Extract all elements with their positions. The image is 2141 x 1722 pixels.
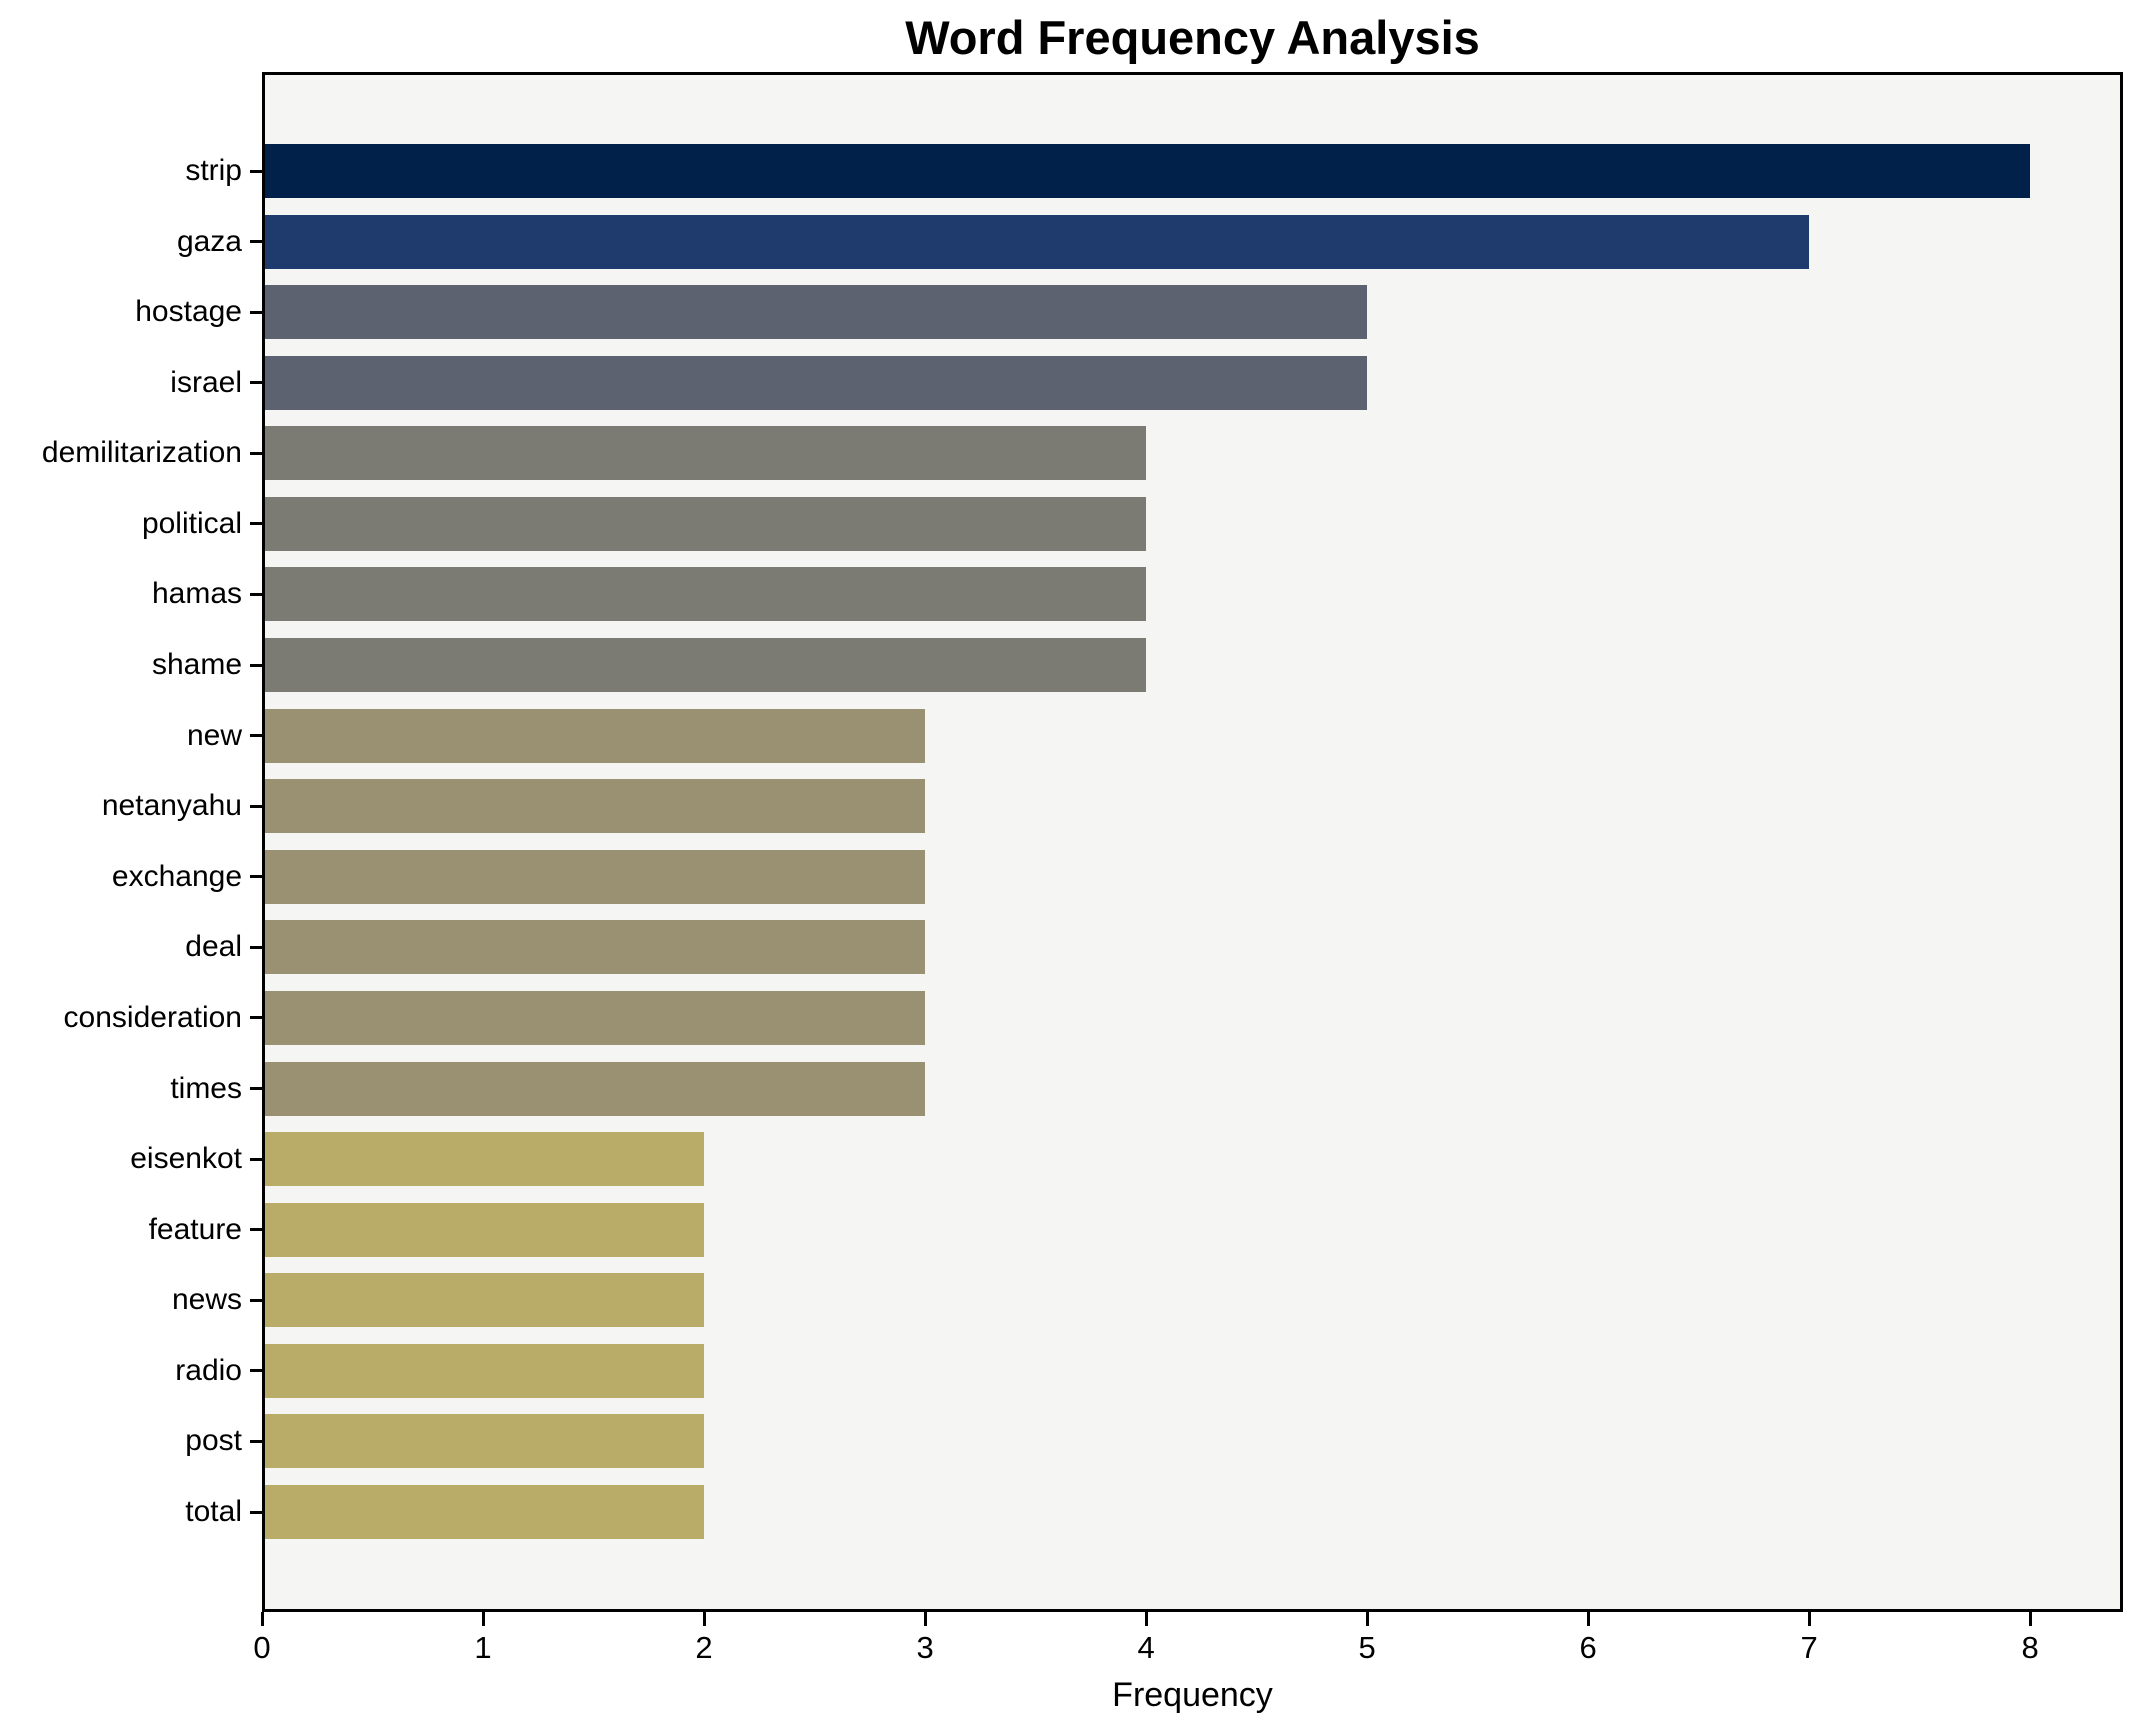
y-tick-label-new: new [186, 718, 242, 752]
bar-demilitarization [265, 426, 1147, 481]
y-tick-label-hostage: hostage [135, 295, 242, 329]
x-tick-label-1: 1 [474, 1630, 492, 1665]
y-tick-label-exchange: exchange [111, 859, 242, 893]
y-tick-label-post: post [185, 1424, 242, 1458]
x-tick-label-8: 8 [2021, 1630, 2039, 1665]
y-tick-mark [250, 1087, 262, 1091]
x-tick-label-5: 5 [1358, 1630, 1376, 1665]
y-tick-mark [250, 804, 262, 808]
x-tick-label-4: 4 [1137, 1630, 1155, 1665]
x-axis-label: Frequency [1112, 1676, 1273, 1714]
bar-gaza [265, 214, 1810, 269]
x-tick-mark [1586, 1612, 1590, 1626]
bar-exchange [265, 849, 926, 904]
bar-new [265, 708, 926, 763]
y-tick-label-deal: deal [185, 930, 242, 964]
bar-political [265, 496, 1147, 551]
x-tick-mark [260, 1612, 264, 1626]
y-tick-mark [250, 734, 262, 738]
x-tick-label-7: 7 [1800, 1630, 1818, 1665]
bar-consideration [265, 990, 926, 1045]
bar-feature [265, 1202, 705, 1257]
y-tick-mark [250, 1439, 262, 1443]
bar-post [265, 1414, 705, 1469]
y-tick-mark [250, 1298, 262, 1302]
y-tick-label-shame: shame [151, 648, 242, 682]
y-tick-label-radio: radio [175, 1353, 242, 1387]
y-tick-label-gaza: gaza [176, 224, 242, 258]
x-tick-label-0: 0 [253, 1630, 271, 1665]
y-tick-mark [250, 522, 262, 526]
y-tick-label-news: news [171, 1283, 242, 1317]
y-tick-mark [250, 1510, 262, 1514]
y-tick-label-hamas: hamas [151, 577, 242, 611]
x-tick-mark [1365, 1612, 1369, 1626]
y-tick-label-netanyahu: netanyahu [101, 789, 242, 823]
y-tick-mark [250, 945, 262, 949]
bar-total [265, 1485, 705, 1539]
x-tick-mark [1807, 1612, 1811, 1626]
x-tick-mark [1144, 1612, 1148, 1626]
y-tick-label-israel: israel [170, 365, 242, 399]
x-tick-mark [2028, 1612, 2032, 1626]
y-tick-label-feature: feature [148, 1212, 242, 1246]
y-tick-mark [250, 381, 262, 385]
bar-hostage [265, 285, 1368, 340]
y-tick-label-demilitarization: demilitarization [41, 436, 242, 470]
y-tick-mark [250, 592, 262, 596]
bar-news [265, 1273, 705, 1328]
bar-strip [265, 144, 2031, 198]
x-tick-label-6: 6 [1579, 1630, 1597, 1665]
bar-deal [265, 920, 926, 975]
y-tick-mark [250, 240, 262, 244]
x-tick-mark [481, 1612, 485, 1626]
chart-title: Word Frequency Analysis [905, 11, 1480, 64]
bar-eisenkot [265, 1132, 705, 1187]
y-tick-mark [250, 1016, 262, 1020]
y-tick-mark [250, 1228, 262, 1232]
y-tick-mark [250, 1369, 262, 1373]
y-tick-mark [250, 169, 262, 173]
bar-shame [265, 638, 1147, 693]
y-tick-mark [250, 875, 262, 879]
y-tick-label-eisenkot: eisenkot [130, 1142, 242, 1176]
bar-israel [265, 355, 1368, 410]
bar-times [265, 1061, 926, 1116]
x-tick-mark [702, 1612, 706, 1626]
bar-netanyahu [265, 779, 926, 834]
y-tick-mark [250, 663, 262, 667]
y-tick-label-total: total [185, 1495, 242, 1528]
y-tick-mark [250, 310, 262, 314]
y-tick-mark [250, 451, 262, 455]
y-tick-mark [250, 1157, 262, 1161]
x-tick-label-2: 2 [695, 1630, 713, 1665]
x-tick-label-3: 3 [916, 1630, 934, 1665]
x-tick-mark [923, 1612, 927, 1626]
bar-hamas [265, 567, 1147, 622]
y-tick-label-consideration: consideration [63, 1000, 242, 1034]
bar-radio [265, 1343, 705, 1398]
y-tick-label-strip: strip [185, 154, 242, 187]
y-tick-label-times: times [170, 1071, 242, 1105]
y-tick-label-political: political [141, 506, 242, 540]
